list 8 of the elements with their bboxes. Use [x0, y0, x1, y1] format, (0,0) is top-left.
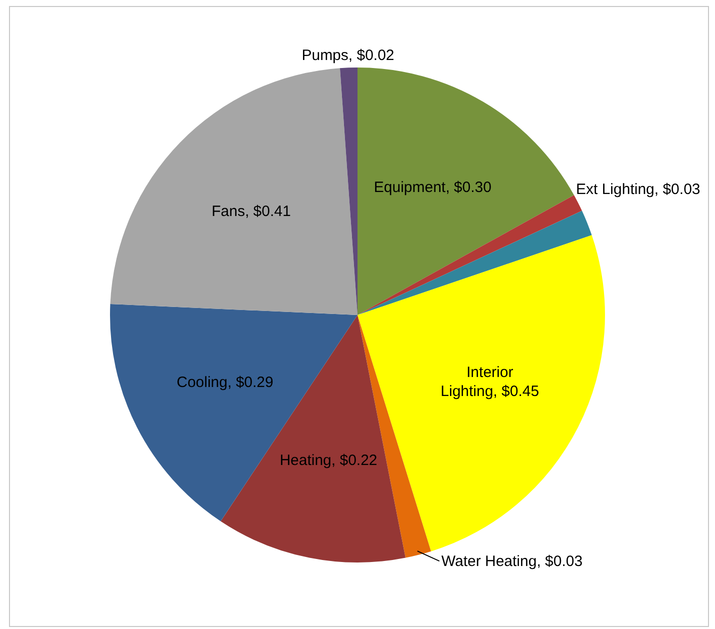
- slice-label: Pumps, $0.02: [302, 46, 394, 66]
- slice-label: Fans, $0.41: [212, 202, 291, 221]
- slice-label: Heating, $0.22: [280, 451, 378, 470]
- slice-label: Cooling, $0.29: [176, 372, 274, 392]
- slice-label: Ext Lighting, $0.03: [576, 180, 700, 200]
- slice-label: Interior Lighting, $0.45: [440, 363, 540, 402]
- slice-label: Equipment, $0.30: [374, 178, 492, 197]
- slice-label: Water Heating, $0.03: [441, 552, 583, 572]
